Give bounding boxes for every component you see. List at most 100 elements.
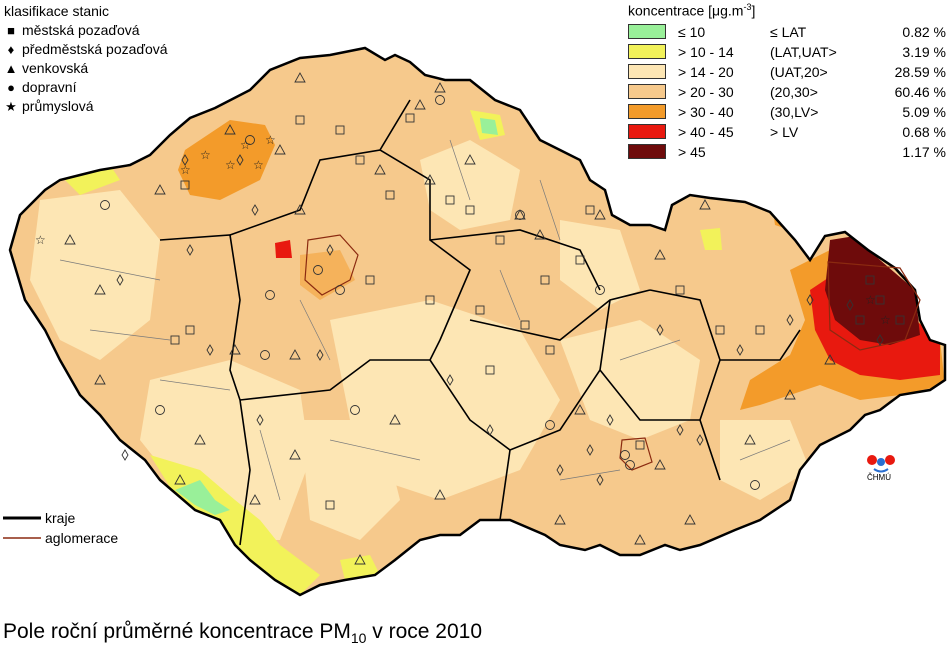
rural-station xyxy=(249,494,261,505)
suburban-background-station xyxy=(556,464,564,476)
suburban-background-station xyxy=(186,244,194,256)
suburban-background-station xyxy=(121,449,129,461)
suburban-background-station xyxy=(696,434,704,446)
rural-station xyxy=(654,459,666,470)
rural-station xyxy=(154,184,166,195)
rural-station xyxy=(94,284,106,295)
rural-station xyxy=(94,374,106,385)
traffic-station xyxy=(260,350,270,360)
range-label: > 20 - 30 xyxy=(678,83,734,100)
rural-station xyxy=(514,209,526,220)
triangle-icon: ▲ xyxy=(4,61,18,76)
suburban-background-station xyxy=(656,324,664,336)
color-swatch xyxy=(628,144,666,160)
percent-label: 0.68 % xyxy=(902,123,946,140)
concentration-legend-row: ≤ 10 ≤ LAT 0.82 % xyxy=(628,22,948,42)
traffic-station xyxy=(335,285,345,295)
urban-background-station xyxy=(365,275,375,285)
rural-station xyxy=(824,354,836,365)
rural-station xyxy=(594,209,606,220)
station-legend-item: ● dopravní xyxy=(4,78,168,97)
percent-label: 3.19 % xyxy=(902,43,946,60)
concentration-legend-row: > 20 - 30 (20,30> 60.46 % xyxy=(628,82,948,102)
traffic-station xyxy=(750,480,760,490)
suburban-background-station xyxy=(116,274,124,286)
region-borders xyxy=(159,99,801,546)
rural-station xyxy=(224,124,236,135)
suburban-background-station xyxy=(446,374,454,386)
class-label: (30,LV> xyxy=(770,103,819,120)
circle-icon: ● xyxy=(7,80,15,95)
concentration-legend-row: > 10 - 14 (LAT,UAT> 3.19 % xyxy=(628,42,948,62)
urban-background-station xyxy=(485,365,495,375)
rural-station xyxy=(374,164,386,175)
urban-background-station xyxy=(355,155,365,165)
diamond-icon: ♦ xyxy=(7,42,15,57)
urban-background-station xyxy=(465,205,475,215)
line-legend: kraje aglomerace xyxy=(3,508,118,548)
chmu-logo xyxy=(867,455,895,473)
urban-background-station xyxy=(855,315,865,325)
rural-station xyxy=(654,249,666,260)
urban-background-station xyxy=(475,305,485,315)
urban-background-station xyxy=(875,295,885,305)
suburban-background-station xyxy=(316,349,324,361)
urban-background-station xyxy=(575,255,585,265)
percent-label: 60.46 % xyxy=(894,83,946,100)
suburban-background-station xyxy=(206,344,214,356)
district-borders xyxy=(59,139,791,501)
range-label: ≤ 10 xyxy=(678,23,706,40)
industrial-station: ☆ xyxy=(880,313,891,327)
traffic-station xyxy=(435,95,445,105)
station-legend-item: ■ městská pozaďová xyxy=(4,21,168,40)
suburban-background-station xyxy=(586,444,594,456)
suburban-background-station xyxy=(596,474,604,486)
rural-station xyxy=(194,434,206,445)
traffic-station xyxy=(265,290,275,300)
percent-label: 28.59 % xyxy=(894,63,946,80)
color-swatch xyxy=(628,104,666,120)
color-swatch xyxy=(628,84,666,100)
traffic-station xyxy=(625,460,635,470)
line-legend-item: aglomerace xyxy=(3,528,118,548)
industrial-station: ☆ xyxy=(253,158,264,172)
urban-background-station xyxy=(585,205,595,215)
traffic-station xyxy=(620,450,630,460)
rural-station xyxy=(289,449,301,460)
color-swatch xyxy=(628,64,666,80)
rural-station xyxy=(174,474,186,485)
concentration-legend-row: > 45 1.17 % xyxy=(628,142,948,162)
rural-station xyxy=(784,389,796,400)
traffic-station xyxy=(100,200,110,210)
urban-background-station xyxy=(180,180,190,190)
station-legend: klasifikace stanic ■ městská pozaďová ♦ př… xyxy=(4,2,168,116)
range-label: > 14 - 20 xyxy=(678,63,734,80)
rural-station xyxy=(684,514,696,525)
class-label: (20,30> xyxy=(770,83,818,100)
class-label: (LAT,UAT> xyxy=(770,43,837,60)
station-legend-item: ▲ venkovská xyxy=(4,60,89,76)
concentration-legend-row: > 14 - 20 (UAT,20> 28.59 % xyxy=(628,62,948,82)
urban-background-station xyxy=(545,345,555,355)
class-label: ≤ LAT xyxy=(770,23,807,40)
station-markers: ☆☆☆☆☆☆☆☆☆ xyxy=(35,72,905,565)
line-legend-item: kraje xyxy=(3,508,118,528)
agglomeration-line-icon xyxy=(3,537,41,539)
urban-background-station xyxy=(635,440,645,450)
urban-background-station xyxy=(895,315,905,325)
suburban-background-station xyxy=(256,414,264,426)
concentration-legend-title: koncentrace [μg.m-3] xyxy=(628,2,756,19)
color-swatch xyxy=(628,24,666,40)
traffic-station xyxy=(595,285,605,295)
rural-station xyxy=(634,534,646,545)
suburban-background-station xyxy=(606,414,614,426)
rural-station xyxy=(574,404,586,415)
percent-label: 1.17 % xyxy=(902,143,946,160)
urban-background-station xyxy=(185,325,195,335)
urban-background-station xyxy=(495,235,505,245)
traffic-station xyxy=(155,405,165,415)
rural-station xyxy=(464,154,476,165)
suburban-background-station xyxy=(326,244,334,256)
suburban-background-station xyxy=(736,344,744,356)
